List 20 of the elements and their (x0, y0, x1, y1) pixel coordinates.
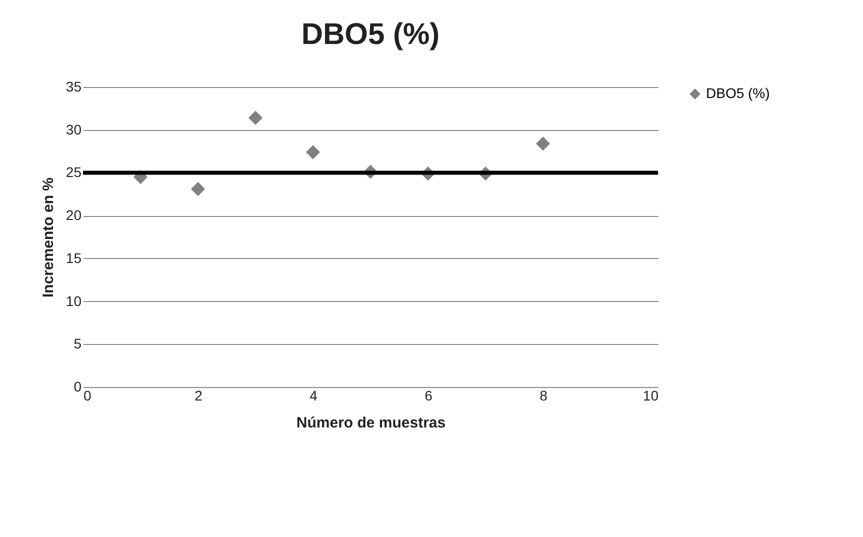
y-tick-label: 15 (66, 250, 82, 266)
point (306, 145, 320, 160)
x-tick-label: 10 (642, 388, 659, 404)
point (190, 182, 206, 196)
x-tick-label: 6 (424, 388, 433, 404)
x-tick-label: 8 (540, 388, 548, 404)
y-axis-title: Incremento en % (40, 177, 57, 298)
point (248, 110, 263, 125)
y-tick-label: 5 (74, 336, 82, 352)
x-tick-label: 2 (194, 388, 203, 404)
y-tick-label: 20 (66, 207, 82, 224)
point (536, 136, 550, 151)
legend-label: DBO5 (%) (706, 85, 770, 101)
y-tick-label: 35 (66, 78, 82, 94)
x-tick-label: 4 (310, 388, 318, 404)
y-tick-label: 25 (66, 164, 82, 180)
chart-title: DBO5 (%) (301, 18, 440, 51)
y-tick-label: 30 (66, 121, 82, 138)
y-tick-label: 10 (66, 292, 82, 309)
x-axis-title: Número de muestras (296, 414, 446, 432)
